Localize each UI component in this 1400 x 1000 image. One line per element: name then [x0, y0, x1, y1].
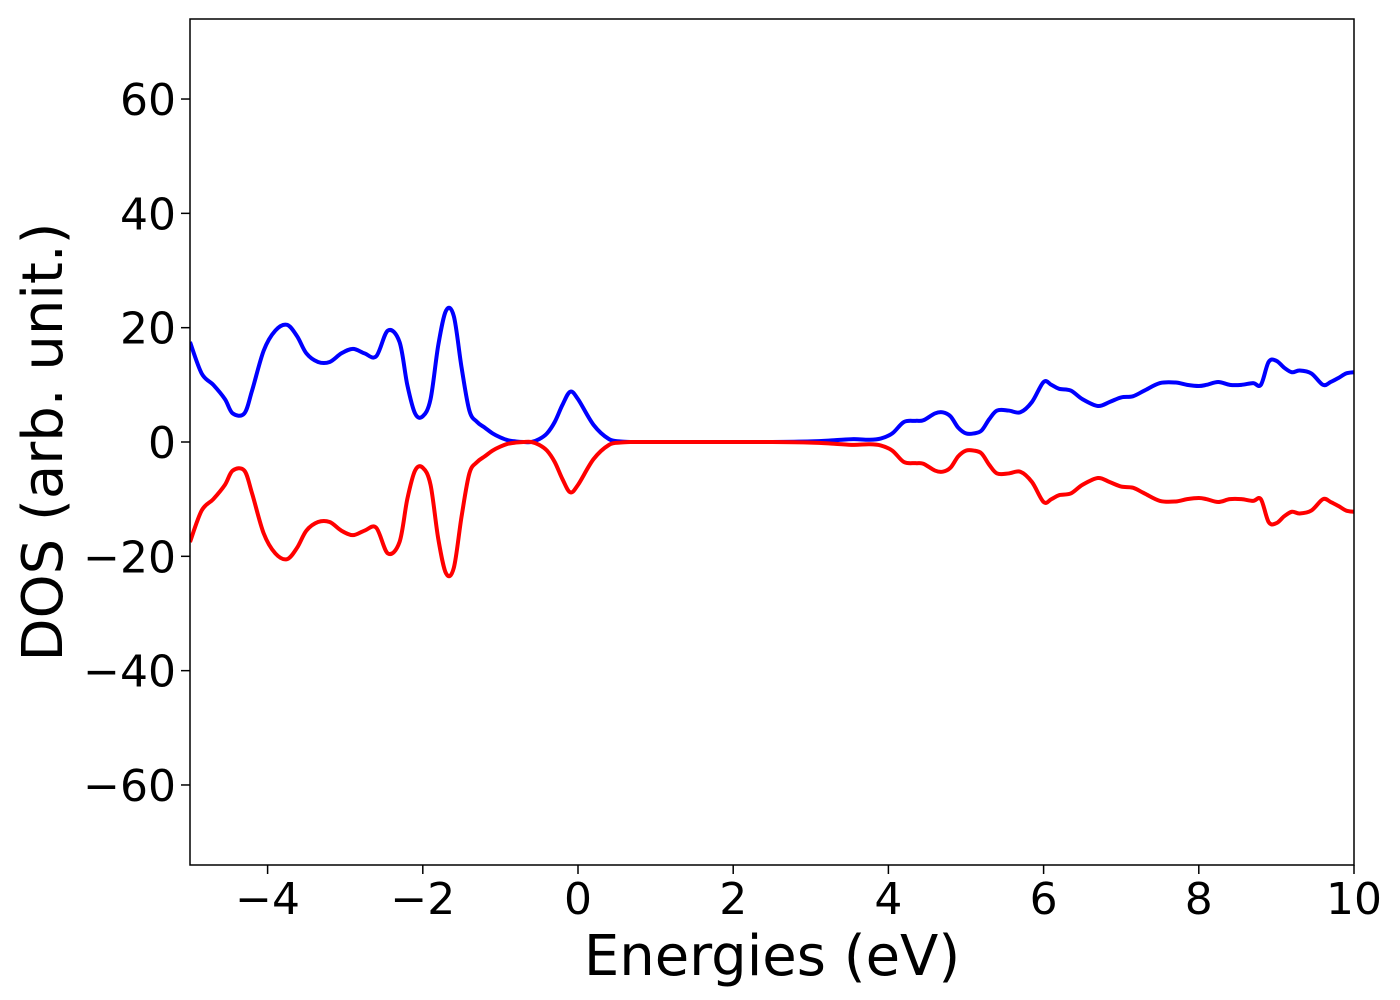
x-tick-label: 0 [564, 874, 592, 925]
y-tick-label: 20 [120, 304, 176, 355]
series-line-red [190, 439, 1354, 579]
x-tick-label: 6 [1030, 874, 1058, 925]
x-axis-ticks: −4 −2 0 2 4 6 8 10 [235, 865, 1382, 925]
series-line-blue [190, 305, 1354, 445]
y-tick-label: 40 [120, 189, 176, 240]
y-axis-ticks: −60 −40 −20 0 20 40 60 [83, 75, 190, 812]
y-tick-label: 60 [120, 75, 176, 126]
y-tick-label: −40 [83, 647, 176, 698]
x-tick-label: 2 [719, 874, 747, 925]
y-tick-label: −20 [83, 532, 176, 583]
x-axis-label: Energies (eV) [584, 924, 960, 989]
x-tick-label: −2 [390, 874, 455, 925]
y-tick-label: 0 [148, 418, 176, 469]
y-axis-label: DOS (arb. unit.) [11, 222, 76, 661]
x-tick-label: 10 [1326, 874, 1382, 925]
x-tick-label: 8 [1185, 874, 1213, 925]
x-tick-label: 4 [874, 874, 902, 925]
series-layer [190, 305, 1354, 579]
y-tick-label: −60 [83, 761, 176, 812]
x-tick-label: −4 [235, 874, 300, 925]
